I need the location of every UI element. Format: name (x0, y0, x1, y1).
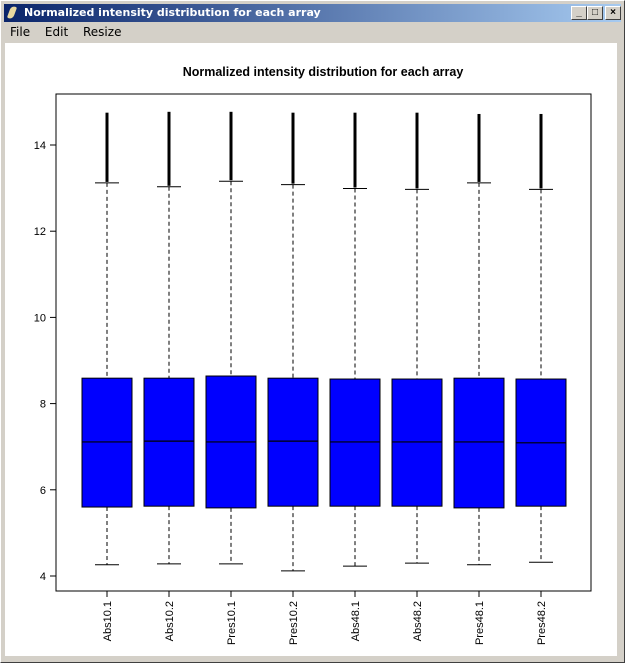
box-Abs10.1: Abs10.1 (81, 112, 133, 641)
y-tick-label: 14 (34, 140, 46, 152)
outlier-points (229, 111, 233, 181)
y-tick-label: 6 (40, 485, 46, 497)
box-Pres48.1: Pres48.1 (453, 113, 505, 645)
y-tick-label: 10 (34, 312, 46, 324)
box-iqr (267, 377, 319, 507)
x-tick-label: Abs10.1 (102, 601, 114, 641)
outlier-points (477, 113, 481, 182)
x-tick-label: Abs10.2 (164, 601, 176, 641)
box-Pres10.1: Pres10.1 (205, 111, 257, 645)
outlier-points (353, 112, 357, 188)
box-iqr (81, 377, 133, 508)
outlier-points (415, 112, 419, 189)
plot-frame (55, 93, 592, 592)
boxplot-chart: Normalized intensity distribution for ea… (34, 65, 592, 645)
outlier-points (105, 112, 109, 182)
menu-edit[interactable]: Edit (44, 25, 69, 39)
box-Pres48.2: Pres48.2 (515, 113, 567, 645)
chart-title: Normalized intensity distribution for ea… (183, 65, 464, 79)
box-iqr (329, 378, 381, 507)
x-tick-label: Pres10.2 (288, 601, 300, 645)
outlier-points (167, 111, 171, 186)
menu-file[interactable]: File (10, 25, 31, 39)
x-tick-label: Abs48.2 (412, 601, 424, 641)
x-tick-label: Pres48.1 (474, 601, 486, 645)
y-tick-label: 8 (40, 399, 46, 411)
x-tick-label: Pres10.1 (226, 601, 238, 645)
menu-bar: File Edit Resize (4, 23, 126, 41)
window-title: Normalized intensity distribution for ea… (24, 6, 321, 19)
outlier-points (291, 112, 295, 184)
y-tick-label: 12 (34, 226, 46, 238)
title-bar[interactable]: Normalized intensity distribution for ea… (4, 4, 621, 22)
plot-canvas: Normalized intensity distribution for ea… (5, 43, 617, 656)
y-tick-label: 4 (40, 571, 46, 583)
box-iqr (143, 377, 195, 507)
box-Pres10.2: Pres10.2 (267, 112, 319, 645)
box-iqr (453, 377, 505, 509)
box-Abs10.2: Abs10.2 (143, 111, 195, 641)
close-button[interactable]: × (605, 6, 621, 20)
box-iqr (391, 378, 443, 507)
maximize-button[interactable]: □ (587, 6, 603, 20)
menu-resize[interactable]: Resize (83, 25, 122, 39)
box-Abs48.1: Abs48.1 (329, 112, 381, 641)
minimize-button[interactable]: _ (571, 6, 587, 20)
feather-icon (6, 5, 18, 20)
x-tick-label: Abs48.1 (350, 601, 362, 641)
outlier-points (539, 113, 543, 189)
x-tick-label: Pres48.2 (536, 601, 548, 645)
box-Abs48.2: Abs48.2 (391, 112, 443, 641)
